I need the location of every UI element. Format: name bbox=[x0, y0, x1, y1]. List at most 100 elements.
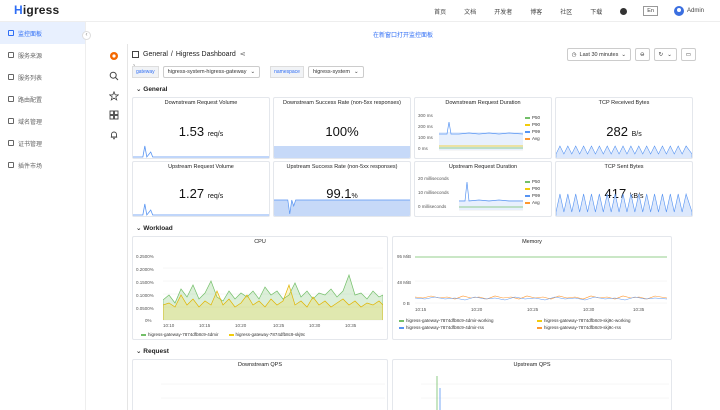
panel-downstream-request-duration[interactable]: Downstream Request Duration 300 ms 200 m… bbox=[414, 97, 552, 159]
higress-logo[interactable]: Higress bbox=[14, 3, 60, 17]
sidebar-item-routes[interactable]: 路由配置 bbox=[0, 88, 85, 110]
sidebar-collapse-button[interactable]: ‹ bbox=[82, 31, 91, 40]
legend-item[interactable]: Avg bbox=[525, 199, 540, 206]
tv-mode-button[interactable]: ▭ bbox=[680, 48, 696, 61]
legend-item[interactable]: P90 bbox=[525, 121, 540, 128]
grafana-frame: › General / Higress Dashboard ⋖ ◷Last 30… bbox=[100, 44, 720, 410]
qps-chart bbox=[161, 383, 385, 399]
chevron-down-icon: ⌄ bbox=[621, 51, 626, 58]
legend-item[interactable]: P99 bbox=[525, 128, 540, 135]
star-icon[interactable] bbox=[109, 91, 119, 101]
folder-link[interactable]: General bbox=[143, 50, 168, 58]
zoom-out-icon: ⊖ bbox=[639, 51, 645, 58]
duration-chart bbox=[439, 121, 523, 151]
sparkline-area bbox=[274, 199, 410, 216]
panel-upstream-request-duration[interactable]: Upstream Request Duration 20 millisecond… bbox=[414, 161, 552, 217]
panel-title: Upstream Request Duration bbox=[448, 164, 518, 170]
legend-item[interactable]: P99 bbox=[525, 192, 540, 199]
clock-icon: ◷ bbox=[571, 51, 577, 58]
sparkline bbox=[556, 145, 692, 158]
var-namespace-select[interactable]: higress-system ⌄ bbox=[307, 66, 364, 78]
panel-downstream-request-volume[interactable]: Downstream Request Volume 1.53 req/s bbox=[132, 97, 270, 159]
nav-download[interactable]: 下载 bbox=[590, 9, 603, 16]
refresh-icon: ↻ bbox=[658, 51, 664, 58]
legend-item[interactable]: P50 bbox=[525, 114, 540, 121]
row-general[interactable]: ⌄ General bbox=[136, 86, 168, 93]
sidebar-item-services[interactable]: 服务列表 bbox=[0, 66, 85, 88]
monitor-icon: ▭ bbox=[685, 51, 691, 58]
sidebar-item-certificates[interactable]: 证书管理 bbox=[0, 132, 85, 154]
certificate-icon bbox=[8, 140, 14, 146]
legend-item[interactable]: P50 bbox=[525, 178, 540, 185]
panel-tcp-received-bytes[interactable]: TCP Received Bytes 282 B/s bbox=[555, 97, 693, 159]
refresh-button[interactable]: ↻ ⌄ bbox=[653, 48, 677, 61]
search-icon[interactable] bbox=[109, 71, 119, 81]
template-variables: gateway higress-system-higress-gateway ⌄ … bbox=[132, 66, 370, 78]
panel-cpu[interactable]: CPU 0.2500% 0.2000% 0.1500% 0.1000% 0.05… bbox=[132, 236, 388, 340]
zoom-out-button[interactable]: ⊖ bbox=[634, 48, 650, 61]
nav-docs[interactable]: 文档 bbox=[464, 9, 477, 16]
sidebar-item-plugins[interactable]: 插件市场 bbox=[0, 154, 85, 176]
legend-item[interactable]: higress-gateway-7874dfb8c9-4dmir-working bbox=[399, 317, 531, 324]
legend-item[interactable]: higress-gateway-7874dfb8c9-skj9c-rss bbox=[537, 324, 669, 331]
panel-memory[interactable]: Memory 95 MiB 48 MiB 0 B 10:15 10:20 10:… bbox=[392, 236, 672, 340]
panel-title: Upstream Success Rate (non-5xx responses… bbox=[286, 164, 398, 170]
dashboards-icon[interactable] bbox=[109, 110, 119, 120]
github-icon[interactable] bbox=[620, 7, 628, 15]
qps-chart bbox=[421, 376, 669, 410]
chevron-down-icon: ⌄ bbox=[667, 51, 672, 58]
nav-blog[interactable]: 博客 bbox=[530, 9, 543, 16]
legend-item[interactable]: higress-gateway-7874dfb8c9-skj9c-working bbox=[537, 317, 669, 324]
dashboard-title: General / Higress Dashboard ⋖ bbox=[132, 50, 246, 58]
cpu-chart bbox=[163, 267, 383, 321]
grafana-logo-icon[interactable] bbox=[109, 51, 119, 61]
var-gateway-label: gateway bbox=[132, 66, 159, 78]
stat-value: 1.53 req/s bbox=[178, 124, 224, 139]
row-workload[interactable]: ⌄ Workload bbox=[136, 225, 173, 232]
panel-upstream-success-rate[interactable]: Upstream Success Rate (non-5xx responses… bbox=[273, 161, 411, 217]
nav-home[interactable]: 首页 bbox=[434, 9, 447, 16]
sidebar-item-domains[interactable]: 域名管理 bbox=[0, 110, 85, 132]
legend-item[interactable]: higress-gateway-7874dfb8c9-4dmir-rss bbox=[399, 324, 531, 331]
nav-developers[interactable]: 开发者 bbox=[494, 9, 513, 16]
sidebar: 监控面板 服务来源 服务列表 路由配置 域名管理 证书管理 插件市场 ‹ bbox=[0, 22, 91, 410]
panel-upstream-request-volume[interactable]: Upstream Request Volume 1.27 req/s bbox=[132, 161, 270, 217]
chart-legend: P50 P90 P99 Avg bbox=[525, 178, 540, 206]
panel-title: Upstream QPS bbox=[513, 362, 551, 368]
domain-icon bbox=[8, 118, 14, 124]
user-avatar[interactable] bbox=[673, 6, 684, 16]
panel-title: Downstream Request Volume bbox=[164, 100, 238, 106]
time-range-picker[interactable]: ◷ Last 30 minutes ⌄ bbox=[566, 48, 631, 61]
nav-community[interactable]: 社区 bbox=[560, 9, 573, 16]
sidebar-item-dashboard[interactable]: 监控面板 bbox=[0, 22, 85, 44]
share-icon[interactable]: ⋖ bbox=[239, 51, 246, 58]
dashboard-name[interactable]: Higress Dashboard bbox=[175, 50, 236, 58]
panel-downstream-success-rate[interactable]: Downstream Success Rate (non-5xx respons… bbox=[273, 97, 411, 159]
stat-value: 1.27 req/s bbox=[178, 186, 224, 201]
chart-legend: higress-gateway-7874dfb8c9-4dmir-working… bbox=[399, 317, 669, 331]
sidebar-item-service-sources[interactable]: 服务来源 bbox=[0, 44, 85, 66]
panel-tcp-sent-bytes[interactable]: TCP Sent Bytes 417 kB/s bbox=[555, 161, 693, 217]
legend-item[interactable]: higress-gateway-7874dfb8c9-skj9c bbox=[228, 331, 305, 338]
service-icon bbox=[8, 74, 14, 80]
sparkline bbox=[133, 145, 269, 158]
bell-icon[interactable] bbox=[109, 130, 119, 140]
var-namespace-label: namespace bbox=[270, 66, 304, 78]
panel-upstream-qps[interactable]: Upstream QPS bbox=[392, 359, 672, 410]
language-switch[interactable]: En bbox=[643, 6, 658, 16]
top-navbar: Higress 首页 文档 开发者 博客 社区 下载 En Admin bbox=[0, 0, 720, 22]
legend-item[interactable]: P90 bbox=[525, 185, 540, 192]
var-gateway-select[interactable]: higress-system-higress-gateway ⌄ bbox=[162, 66, 261, 78]
source-icon bbox=[8, 52, 14, 58]
panel-downstream-qps[interactable]: Downstream QPS bbox=[132, 359, 388, 410]
user-name[interactable]: Admin bbox=[686, 8, 704, 14]
stat-value: 99.1% bbox=[326, 186, 358, 201]
stat-value: 417 kB/s bbox=[604, 186, 644, 201]
open-in-new-window-link[interactable]: 在新窗口打开监控面板 bbox=[372, 33, 433, 39]
legend-item[interactable]: higress-gateway-7874dfb8c9-4dmir bbox=[141, 331, 219, 338]
route-icon bbox=[8, 96, 14, 102]
legend-item[interactable]: Avg bbox=[525, 135, 540, 142]
chevron-down-icon: ⌄ bbox=[353, 69, 359, 75]
row-request[interactable]: ⌄ Request bbox=[136, 348, 169, 355]
